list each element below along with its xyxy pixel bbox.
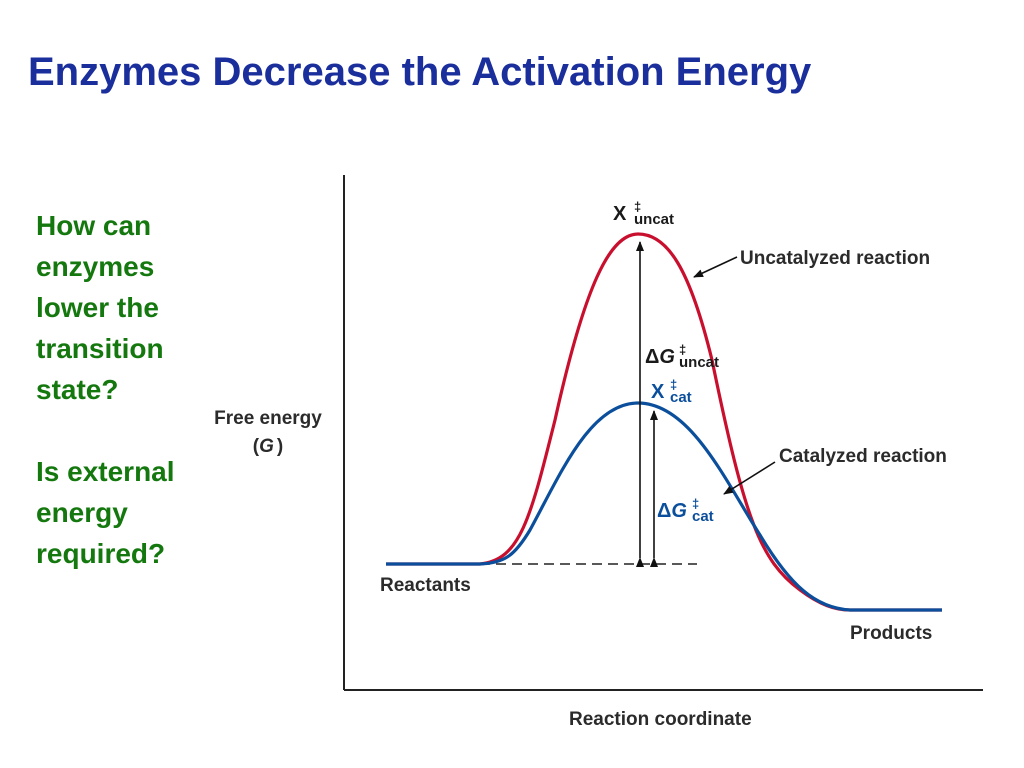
y-axis-label-g: (G) (253, 436, 283, 457)
svg-text:X: X (613, 203, 627, 225)
question-how-lower-transition-state: How can enzymes lower the transition sta… (36, 210, 164, 405)
uncatalyzed-pointer-arrow (693, 256, 738, 278)
reactants-label: Reactants (380, 575, 471, 596)
products-label: Products (850, 623, 932, 644)
svg-text:‡: ‡ (634, 199, 641, 214)
delta-g-uncat-label: ΔG ‡ uncat (645, 342, 719, 371)
question-external-energy: Is external energy required? (36, 456, 175, 569)
svg-text:‡: ‡ (692, 496, 699, 511)
uncatalyzed-curve (386, 232, 942, 612)
y-axis-label-free-energy: Free energy (214, 408, 322, 429)
slide-title: Enzymes Decrease the Activation Energy (28, 50, 812, 94)
svg-text:uncat: uncat (634, 211, 674, 228)
uncatalyzed-reaction-label: Uncatalyzed reaction (740, 248, 930, 269)
transition-state-cat-label: X ‡ cat (651, 377, 692, 406)
x-axis-label: Reaction coordinate (569, 709, 752, 730)
svg-text:cat: cat (670, 389, 692, 406)
svg-text:cat: cat (692, 508, 714, 525)
catalyzed-reaction-label: Catalyzed reaction (779, 446, 947, 467)
catalyzed-curve (386, 401, 942, 612)
svg-text:uncat: uncat (679, 354, 719, 371)
svg-text:‡: ‡ (679, 342, 686, 357)
svg-text:X: X (651, 381, 665, 403)
transition-state-uncat-label: X ‡ uncat (613, 199, 674, 228)
svg-text:‡: ‡ (670, 377, 677, 392)
svg-text:ΔG: ΔG (645, 346, 675, 368)
delta-g-cat-label: ΔG ‡ cat (657, 496, 714, 525)
svg-text:ΔG: ΔG (657, 500, 687, 522)
catalyzed-pointer-arrow (723, 461, 776, 495)
